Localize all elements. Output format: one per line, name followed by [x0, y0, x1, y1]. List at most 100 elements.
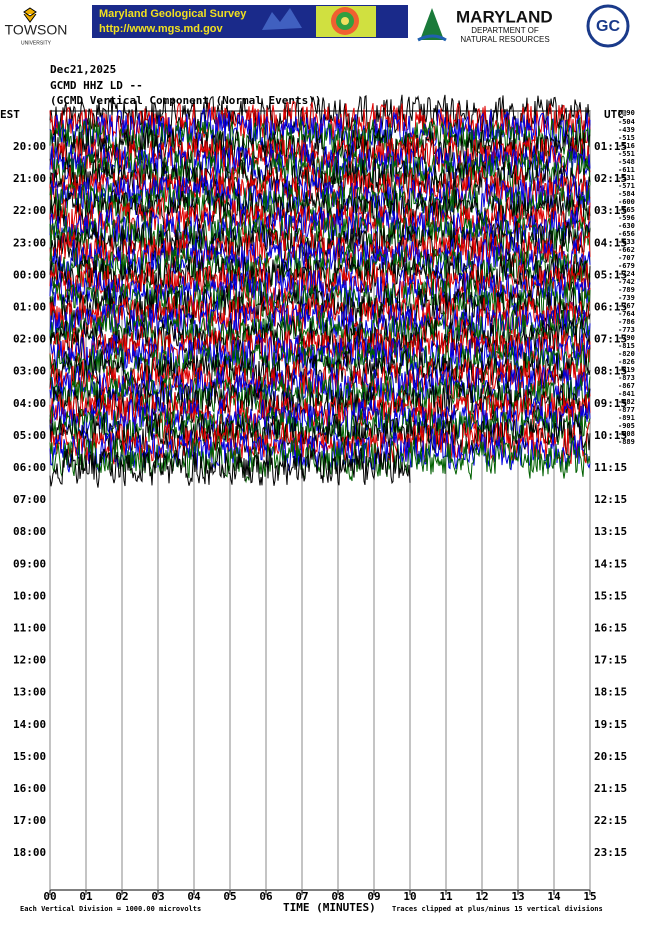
offset-label: -439 — [618, 126, 635, 134]
left-time-label: 12:00 — [13, 654, 46, 667]
left-time-label: 01:00 — [13, 301, 46, 314]
offset-label: -867 — [618, 382, 635, 390]
left-time-label: 18:00 — [13, 846, 46, 859]
right-time-label: 22:15 — [594, 814, 627, 827]
right-time-label: 06:15 — [594, 301, 627, 314]
offset-label: -841 — [618, 390, 635, 398]
left-time-label: 06:00 — [13, 461, 46, 474]
left-time-label: 03:00 — [13, 365, 46, 378]
x-tick-label: 11 — [439, 890, 453, 903]
seismic-trace — [49, 421, 591, 465]
offset-label: -882 — [618, 398, 635, 406]
x-tick-label: 14 — [547, 890, 561, 903]
x-tick-label: 04 — [187, 890, 201, 903]
offset-label: -767 — [618, 302, 635, 310]
left-time-label: 15:00 — [13, 750, 46, 763]
right-time-label: 10:15 — [594, 429, 627, 442]
offset-label: -820 — [618, 350, 635, 358]
left-time-label: 08:00 — [13, 525, 46, 538]
seismic-trace — [49, 220, 591, 266]
seismic-trace — [49, 389, 591, 431]
x-tick-label: 05 — [223, 890, 236, 903]
chart-station: GCMD HHZ LD -- — [50, 79, 143, 92]
seismic-trace — [49, 101, 591, 147]
offset-label: -889 — [618, 438, 635, 446]
right-time-label: 08:15 — [594, 365, 627, 378]
right-time-label: 04:15 — [594, 236, 627, 249]
mgs-url: http://www.mgs.md.gov — [99, 23, 224, 35]
offset-label: -789 — [618, 286, 635, 294]
x-tick-label: 00 — [43, 890, 56, 903]
left-time-label: 20:00 — [13, 140, 46, 153]
offset-label: -786 — [618, 318, 635, 326]
x-tick-label: 08 — [331, 890, 344, 903]
right-time-label: 17:15 — [594, 654, 627, 667]
dnr-subtitle: DEPARTMENT OF — [471, 26, 539, 35]
seismic-trace — [49, 229, 591, 275]
mgs-title: Maryland Geological Survey — [99, 8, 247, 20]
traces — [49, 94, 591, 488]
right-time-label: 01:15 — [594, 140, 627, 153]
dnr-subtitle: NATURAL RESOURCES — [460, 35, 549, 44]
offset-label: -571 — [618, 182, 635, 190]
towson-logo: TOWSON UNIVERSITY — [5, 7, 68, 46]
towson-title: TOWSON — [5, 22, 68, 38]
x-tick-label: 02 — [115, 890, 128, 903]
left-time-label: 04:00 — [13, 397, 46, 410]
right-time-label: 07:15 — [594, 333, 627, 346]
offset-label: -516 — [618, 142, 635, 150]
seismic-trace — [49, 445, 411, 488]
right-time-label: 05:15 — [594, 268, 627, 281]
right-time-label: 16:15 — [594, 622, 627, 635]
goucher-logo: GC — [586, 4, 630, 48]
scale-note: Each Vertical Division = 1000.00 microvo… — [20, 905, 201, 913]
left-time-label: 02:00 — [13, 333, 46, 346]
offset-label: -548 — [618, 158, 635, 166]
right-time-label: 18:15 — [594, 686, 627, 699]
right-time-label: 03:15 — [594, 204, 627, 217]
offset-label: -815 — [618, 342, 635, 350]
chart-component: (GCMD Vertical Component (Normal Events)… — [50, 94, 322, 107]
left-axis-title: EST — [0, 108, 20, 121]
offset-label: -584 — [618, 190, 635, 198]
offset-label: -790 — [618, 334, 635, 342]
right-axis-title: UTC — [604, 108, 624, 121]
right-time-label: 20:15 — [594, 750, 627, 763]
right-time-label: 19:15 — [594, 718, 627, 731]
left-time-label: 00:00 — [13, 268, 46, 281]
x-tick-label: 09 — [367, 890, 380, 903]
chart-date: Dec21,2025 — [50, 63, 116, 76]
left-time-label: 10:00 — [13, 589, 46, 602]
seismic-trace — [49, 362, 591, 410]
left-time-label: 17:00 — [13, 814, 46, 827]
clip-note: Traces clipped at plus/minus 15 vertical… — [392, 905, 603, 913]
x-tick-label: 01 — [79, 890, 93, 903]
right-time-label: 14:15 — [594, 557, 627, 570]
offset-label: -679 — [618, 262, 635, 270]
offset-label: -764 — [618, 310, 635, 318]
seismic-trace — [50, 172, 591, 218]
offset-label: -630 — [618, 222, 635, 230]
left-time-label: 14:00 — [13, 718, 46, 731]
left-time-label: 09:00 — [13, 557, 46, 570]
offset-label: -891 — [618, 414, 635, 422]
dnr-logo: MARYLAND DEPARTMENT OF NATURAL RESOURCES — [417, 7, 553, 44]
left-time-label: 13:00 — [13, 686, 46, 699]
left-time-label: 11:00 — [13, 622, 46, 635]
offset-label: -873 — [618, 374, 635, 382]
left-time-label: 16:00 — [13, 782, 46, 795]
mgs-banner: Maryland Geological Survey http://www.mg… — [92, 5, 408, 38]
seismic-trace — [49, 107, 591, 154]
svg-text:GC: GC — [596, 18, 620, 35]
offset-label: -504 — [618, 118, 635, 126]
offset-label: -739 — [618, 294, 635, 302]
x-tick-label: 15 — [583, 890, 596, 903]
right-time-label: 02:15 — [594, 172, 627, 185]
right-time-label: 21:15 — [594, 782, 627, 795]
dnr-title: MARYLAND — [456, 7, 553, 26]
offset-label: -908 — [618, 430, 635, 438]
seismic-trace — [49, 261, 591, 305]
x-tick-label: 12 — [475, 890, 488, 903]
offset-label: -877 — [618, 406, 635, 414]
left-time-label: 05:00 — [13, 429, 46, 442]
